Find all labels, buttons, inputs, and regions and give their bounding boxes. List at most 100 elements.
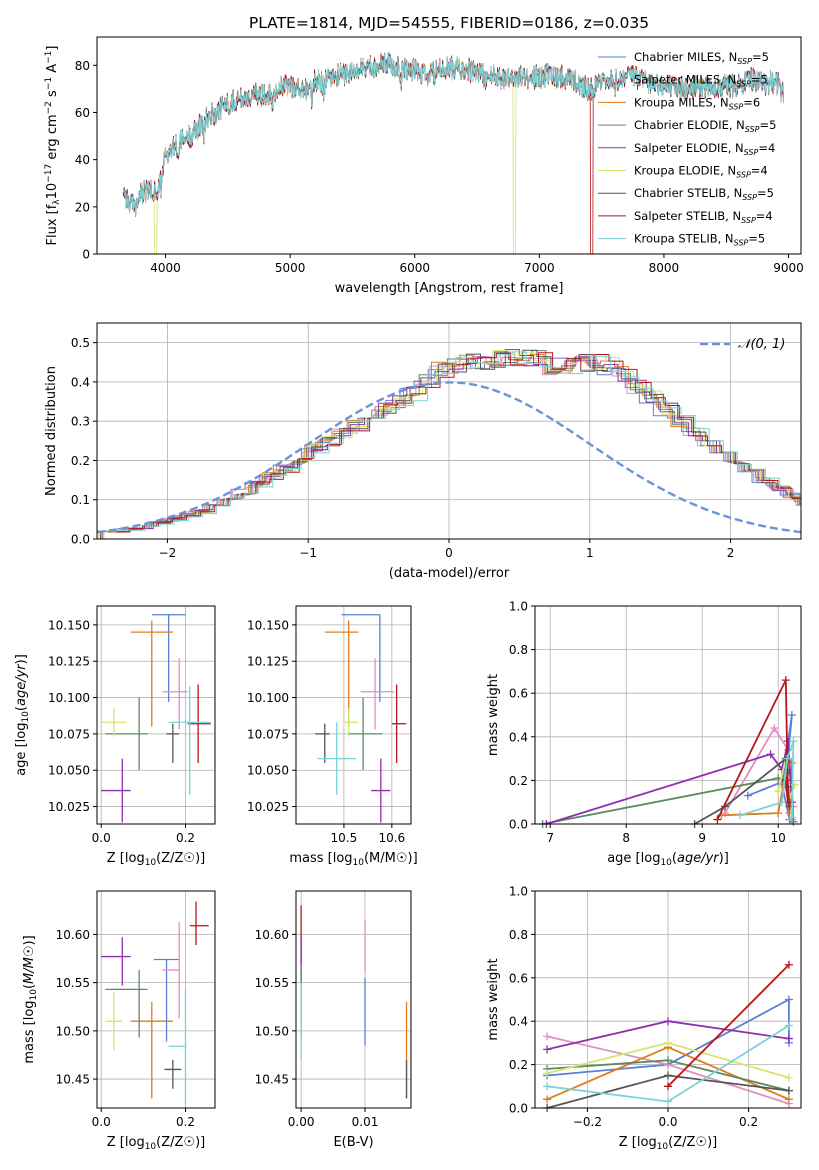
residuals-ytick-label: 0.3 <box>71 415 90 429</box>
spectrum-ylabel: Flux [fλ10−17 erg cm−2 s−1 A−1] <box>44 46 62 246</box>
mass_vs_ebv-xlabel: E(B-V) <box>333 1135 373 1150</box>
age_vs_Z-errorbar-chabrier_stelib <box>166 723 180 763</box>
histogram-kroupa_elodie <box>98 350 801 539</box>
weight_vs_age-series-kroupa_stelib <box>736 737 798 822</box>
age_vs_mass-errorbar-chabrier_stelib <box>315 723 330 763</box>
age_vs_mass-ytick-label: 10.075 <box>247 727 289 741</box>
weight_vs_age-xtick-label: 8 <box>622 831 630 845</box>
legend-label-salpeter_elodie: Salpeter ELODIE, NSSP=4 <box>634 141 775 157</box>
spectrum-xtick-label: 5000 <box>275 261 306 275</box>
mass_vs_Z-errorbar-kroupa_miles <box>130 1001 173 1099</box>
weight_vs_Z-marker-salpeter_stelib <box>664 1082 672 1091</box>
age_vs_mass-xtick-label: 10.5 <box>331 831 358 845</box>
legend-label-salpeter_stelib: Salpeter STELIB, NSSP=4 <box>634 209 773 225</box>
weight_vs_Z-marker-chabrier_stelib <box>664 1071 672 1080</box>
residuals-ytick-label: 0.5 <box>71 336 90 350</box>
weight_vs_Z-frame <box>534 890 802 1109</box>
residuals-ytick-label: 0.0 <box>71 533 90 547</box>
weight_vs_age-marker-kroupa_stelib <box>787 813 796 822</box>
weight_vs_Z-series-kroupa_stelib <box>543 1021 793 1106</box>
histogram-chabrier_miles <box>97 357 801 532</box>
age_vs_Z-ylabel: age [log10(age/yr)] <box>14 654 31 776</box>
spectrum-title: PLATE=1814, MJD=54555, FIBERID=0186, z=0… <box>249 14 649 32</box>
mass_vs_ebv-ytick-label: 10.55 <box>255 976 289 990</box>
age_vs_Z-xlabel: Z [log10(Z/Z☉)] <box>107 851 205 868</box>
age_vs_mass-errorbar-salpeter_elodie <box>371 758 391 823</box>
weight_vs_age-marker-kroupa_stelib <box>789 737 798 746</box>
mass_vs_ebv-ytick-label: 10.60 <box>255 928 289 942</box>
legend-label-chabrier_miles: Chabrier MILES, NSSP=5 <box>634 50 769 66</box>
spectrum-ytick-label: 40 <box>75 153 90 167</box>
weight_vs_Z-marker-kroupa_elodie <box>784 1073 793 1082</box>
mass_vs_Z-errorbar-chabrier_elodie <box>105 970 148 1038</box>
weight_vs_Z-panel: −0.2 0.0 0.2 0.0 0.2 0.4 0.6 0.8 1.0 Z [log10(Z/Z… <box>486 885 802 1152</box>
weight_vs_age-series-salpeter_stelib <box>713 676 793 824</box>
weight_vs_age-xtick-label: 10 <box>771 831 786 845</box>
weight_vs_age-ytick-label: 0.2 <box>509 774 528 788</box>
age_vs_mass-panel: 10.5 10.6 10.025 10.050 10.075 10.100 10.125 10… <box>247 605 418 868</box>
age_vs_mass-errorbar-kroupa_miles <box>324 620 359 727</box>
residuals-xtick-label: 2 <box>727 546 735 560</box>
age_vs_Z-ytick-label: 10.100 <box>48 691 90 705</box>
legend-label-chabrier_stelib: Chabrier STELIB, NSSP=5 <box>634 186 774 202</box>
weight_vs_age-ytick-label: 0.4 <box>509 730 528 744</box>
age_vs_Z-errorbar-chabrier_miles <box>151 614 186 702</box>
spectrum-panel: PLATE=1814, MJD=54555, FIBERID=0186, z=0… <box>44 14 804 296</box>
mass_vs_ebv-ytick-label: 10.50 <box>255 1024 289 1038</box>
age_vs_Z-errorbar-kroupa_stelib <box>168 685 211 795</box>
weight_vs_Z-ytick-label: 0.2 <box>509 1058 528 1072</box>
age_vs_Z-xtick-label: 0.2 <box>176 831 195 845</box>
weight_vs_age-marker-salpeter_stelib <box>781 676 790 685</box>
spectrum-ytick-label: 20 <box>75 200 90 214</box>
age_vs_mass-ytick-label: 10.150 <box>247 618 289 632</box>
weight_vs_age-panel: 7 8 9 10 0.0 0.2 0.4 0.6 0.8 1.0 age [log10(age/yr… <box>486 600 802 868</box>
age_vs_mass-ytick-label: 10.125 <box>247 655 289 669</box>
weight_vs_Z-marker-chabrier_miles <box>784 995 793 1004</box>
weight_vs_Z-series-salpeter_elodie <box>543 1017 793 1054</box>
weight_vs_age-series-chabrier_elodie <box>538 765 798 828</box>
residuals-ytick-label: 0.2 <box>71 454 90 468</box>
weight_vs_Z-marker-salpeter_elodie <box>543 1045 552 1054</box>
age_vs_mass-errorbar-salpeter_miles <box>360 658 395 730</box>
age_vs_mass-ytick-label: 10.100 <box>247 691 289 705</box>
spectrum-xtick-label: 4000 <box>150 261 181 275</box>
weight_vs_age-marker-salpeter_stelib <box>713 815 722 824</box>
age_vs_Z-errorbar-kroupa_elodie <box>101 707 127 737</box>
age_vs_mass-ytick-label: 10.025 <box>247 800 289 814</box>
weight_vs_Z-series-chabrier_stelib <box>543 1071 793 1112</box>
spectrum-xtick-label: 7000 <box>524 261 555 275</box>
spectrum-xlabel: wavelength [Angstrom, rest frame] <box>335 281 564 296</box>
weight_vs_Z-xtick-label: 0.0 <box>658 1115 677 1129</box>
age_vs_mass-errorbar-kroupa_stelib <box>317 722 356 795</box>
weight_vs_age-marker-chabrier_miles <box>787 711 796 719</box>
age_vs_Z-frame <box>96 605 216 825</box>
weight_vs_age-xtick-label: 7 <box>546 831 554 845</box>
age_vs_mass-errorbar-kroupa_elodie <box>343 707 359 737</box>
spectrum-xtick-label: 9000 <box>773 261 804 275</box>
weight_vs_age-marker-chabrier_miles <box>743 791 752 800</box>
weight_vs_age-marker-kroupa_miles <box>774 809 783 818</box>
residuals-legend: 𝒩(0, 1) <box>700 337 785 352</box>
weight_vs_Z-ytick-label: 0.6 <box>509 971 528 985</box>
weight_vs_age-xtick-label: 9 <box>698 831 706 845</box>
weight_vs_age-marker-kroupa_elodie <box>774 787 783 796</box>
mass_vs_Z-ytick-label: 10.50 <box>56 1024 90 1038</box>
age_vs_mass-xlabel: mass [log10(M/M☉)] <box>289 851 417 868</box>
legend-label-kroupa_miles: Kroupa MILES, NSSP=6 <box>634 95 760 111</box>
weight_vs_Z-ytick-label: 1.0 <box>509 885 528 899</box>
mass_vs_ebv-xtick-label: 0.00 <box>288 1115 315 1129</box>
weight_vs_Z-marker-chabrier_stelib <box>784 1086 793 1095</box>
mass_vs_Z-xtick-label: 0.0 <box>92 1115 111 1129</box>
mass_vs_Z-ytick-label: 10.45 <box>56 1073 90 1087</box>
spectrum-ytick-label: 60 <box>75 106 90 120</box>
weight_vs_age-ytick-label: 0.0 <box>509 818 528 832</box>
residuals-panel: −2 −1 0 1 2 0.0 0.1 0.2 0.3 0.4 0.5 (data-model)/er… <box>44 322 802 581</box>
mass_vs_Z-errorbar-salpeter_stelib <box>189 901 209 946</box>
residuals-ytick-label: 0.4 <box>71 375 90 389</box>
legend-label-salpeter_miles: Salpeter MILES, NSSP=5 <box>634 73 768 89</box>
weight_vs_Z-series-salpeter_stelib <box>664 960 793 1091</box>
residuals-xtick-label: −2 <box>159 546 177 560</box>
weight_vs_Z-ytick-label: 0.0 <box>509 1102 528 1116</box>
weight_vs_Z-marker-kroupa_stelib <box>784 1021 793 1030</box>
